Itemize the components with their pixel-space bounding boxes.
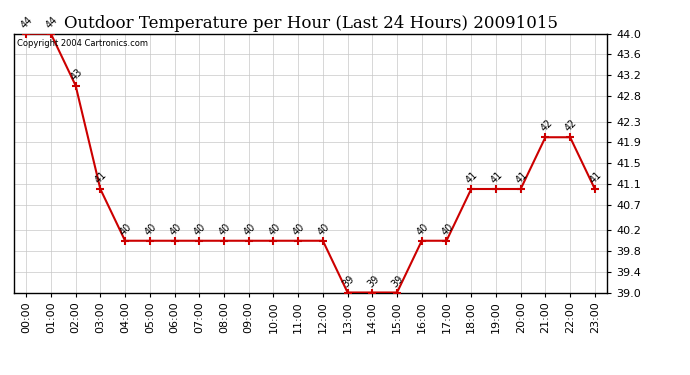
Text: 39: 39 bbox=[341, 273, 356, 289]
Text: 40: 40 bbox=[143, 222, 159, 237]
Text: 40: 40 bbox=[291, 222, 307, 237]
Text: 42: 42 bbox=[563, 118, 579, 134]
Text: 40: 40 bbox=[193, 222, 208, 237]
Text: Copyright 2004 Cartronics.com: Copyright 2004 Cartronics.com bbox=[17, 39, 148, 48]
Text: 40: 40 bbox=[316, 222, 332, 237]
Text: 40: 40 bbox=[241, 222, 257, 237]
Text: 44: 44 bbox=[19, 15, 35, 30]
Text: 40: 40 bbox=[440, 222, 455, 237]
Text: 40: 40 bbox=[415, 222, 431, 237]
Text: 40: 40 bbox=[118, 222, 134, 237]
Text: 41: 41 bbox=[464, 170, 480, 186]
Text: 40: 40 bbox=[266, 222, 282, 237]
Text: 44: 44 bbox=[44, 15, 59, 30]
Text: 41: 41 bbox=[514, 170, 529, 186]
Text: 39: 39 bbox=[390, 273, 406, 289]
Text: 40: 40 bbox=[217, 222, 233, 237]
Text: 41: 41 bbox=[93, 170, 109, 186]
Text: 40: 40 bbox=[168, 222, 184, 237]
Text: 41: 41 bbox=[489, 170, 504, 186]
Title: Outdoor Temperature per Hour (Last 24 Hours) 20091015: Outdoor Temperature per Hour (Last 24 Ho… bbox=[63, 15, 558, 32]
Text: 43: 43 bbox=[69, 66, 84, 82]
Text: 42: 42 bbox=[538, 118, 554, 134]
Text: 39: 39 bbox=[366, 273, 381, 289]
Text: 41: 41 bbox=[588, 170, 604, 186]
